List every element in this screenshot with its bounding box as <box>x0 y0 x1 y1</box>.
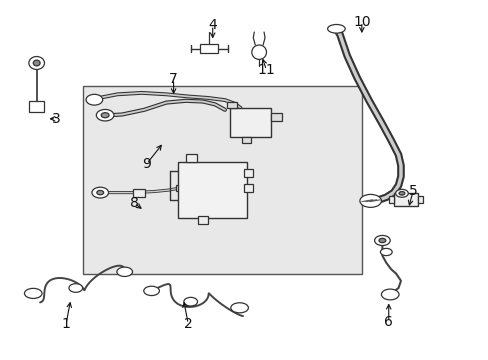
Text: 1: 1 <box>61 317 70 331</box>
Text: 3: 3 <box>52 112 61 126</box>
Text: 6: 6 <box>384 315 392 329</box>
Text: 5: 5 <box>408 184 417 198</box>
Ellipse shape <box>374 235 389 246</box>
Ellipse shape <box>183 297 197 306</box>
Ellipse shape <box>395 189 407 197</box>
Bar <box>83 86 361 274</box>
Bar <box>388 196 393 203</box>
Text: 2: 2 <box>183 317 192 331</box>
Bar <box>29 101 44 112</box>
Ellipse shape <box>117 267 132 276</box>
Ellipse shape <box>96 109 114 121</box>
Ellipse shape <box>29 57 44 69</box>
Text: 10: 10 <box>352 15 370 28</box>
Bar <box>185 154 196 162</box>
Ellipse shape <box>380 248 391 256</box>
Text: 8: 8 <box>130 197 139 210</box>
Bar <box>229 108 271 137</box>
Ellipse shape <box>327 24 345 33</box>
Bar <box>200 44 218 53</box>
Text: 11: 11 <box>257 63 275 77</box>
Ellipse shape <box>359 194 381 207</box>
Ellipse shape <box>398 192 404 195</box>
Text: 7: 7 <box>169 72 178 86</box>
Ellipse shape <box>251 45 266 59</box>
Bar <box>227 102 237 108</box>
Ellipse shape <box>24 288 42 298</box>
Ellipse shape <box>101 113 109 118</box>
Bar <box>242 137 250 143</box>
Bar <box>393 193 417 206</box>
Ellipse shape <box>381 289 398 300</box>
Bar <box>176 185 184 191</box>
Bar <box>244 184 253 192</box>
Bar <box>178 162 246 218</box>
Bar <box>198 216 207 224</box>
Ellipse shape <box>69 284 82 292</box>
Ellipse shape <box>230 303 248 313</box>
Bar <box>417 196 422 203</box>
Ellipse shape <box>97 190 103 195</box>
Bar <box>271 113 282 121</box>
Ellipse shape <box>378 238 385 243</box>
Ellipse shape <box>143 286 159 296</box>
Ellipse shape <box>33 60 40 66</box>
Text: 4: 4 <box>208 18 217 32</box>
Ellipse shape <box>86 94 102 105</box>
Bar <box>133 189 145 197</box>
Text: 9: 9 <box>142 157 151 171</box>
Ellipse shape <box>92 187 108 198</box>
Bar <box>244 169 253 177</box>
